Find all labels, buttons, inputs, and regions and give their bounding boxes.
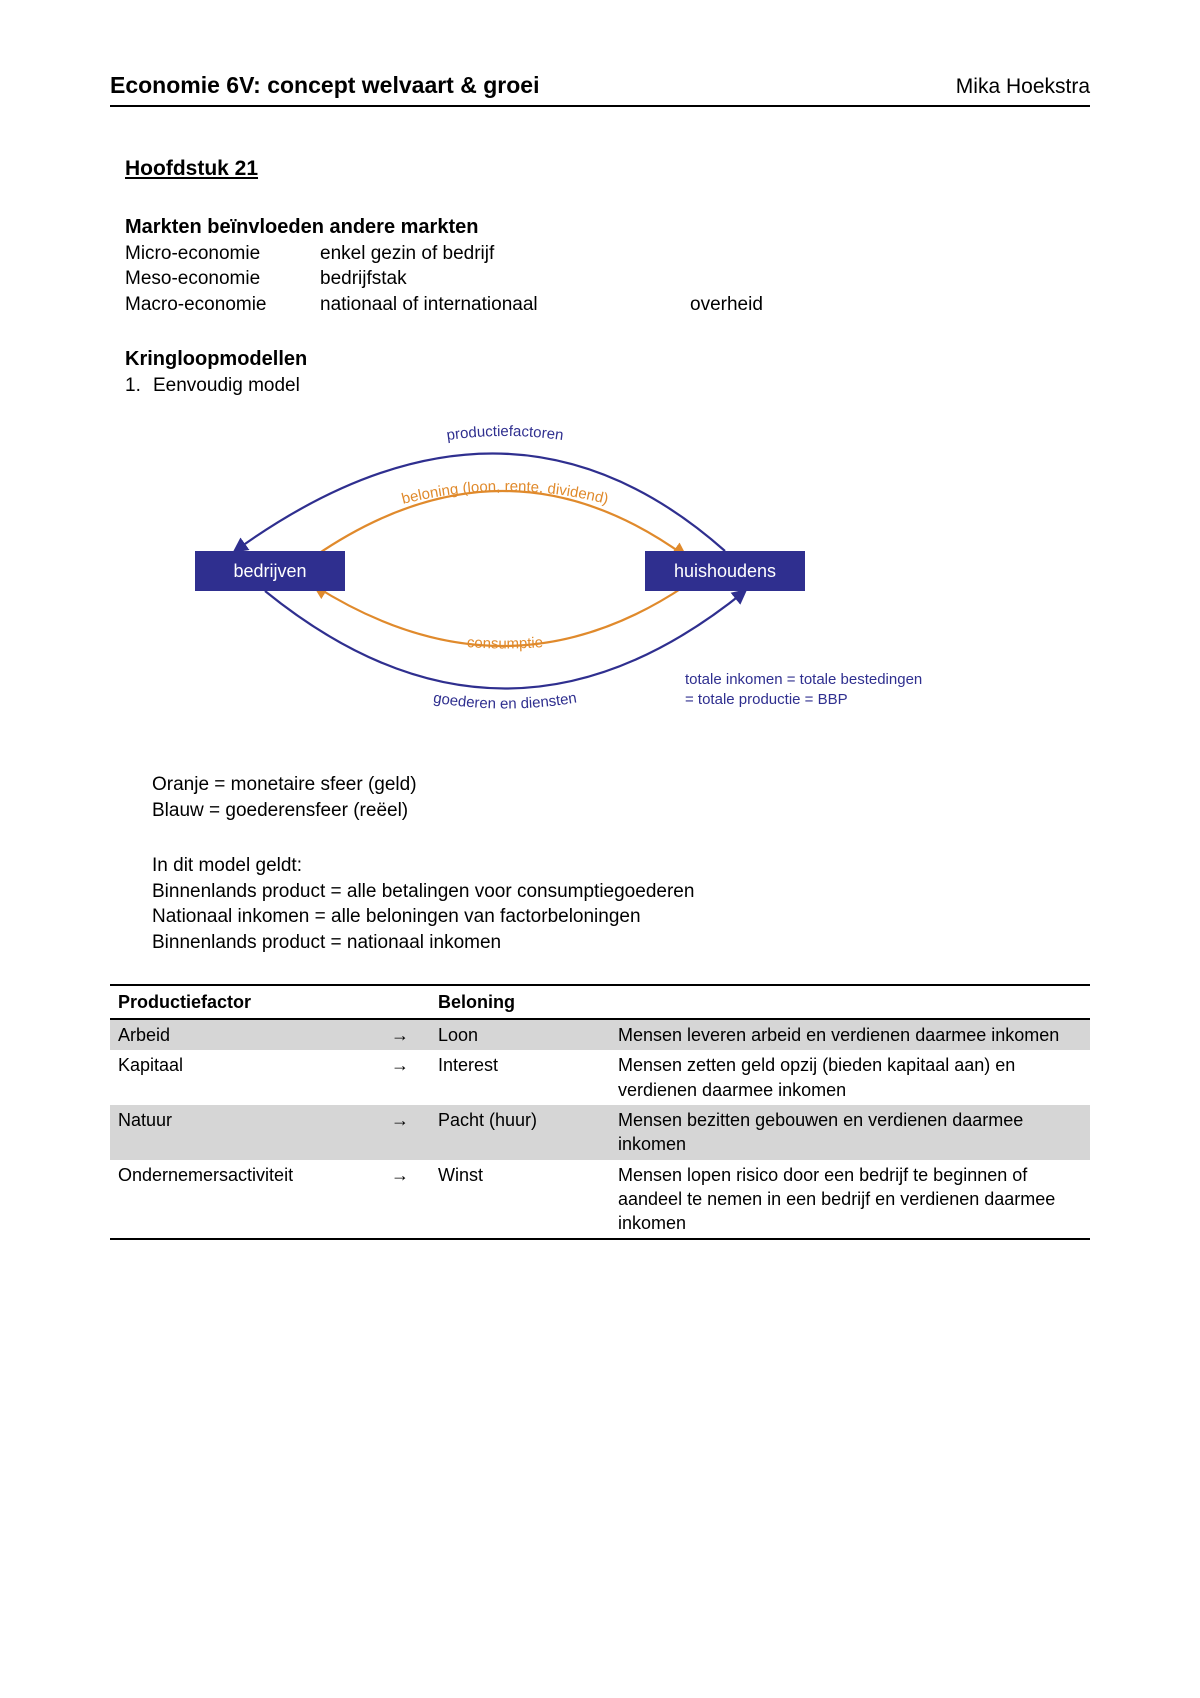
cell-desc: Mensen zetten geld opzij (bieden kapitaa…: [610, 1050, 1090, 1105]
arrow-icon: →: [370, 1019, 430, 1050]
definition-row: Micro-economie enkel gezin of bedrijf: [125, 241, 1090, 267]
cell-reward: Winst: [430, 1160, 610, 1240]
table-header: [370, 985, 430, 1019]
text-line: Binnenlands product = nationaal inkomen: [152, 930, 1090, 956]
cell-factor: Natuur: [110, 1105, 370, 1160]
circular-flow-diagram: productiefactoren beloning (loon, rente,…: [125, 406, 1090, 754]
cell-desc: Mensen lopen risico door een bedrijf te …: [610, 1160, 1090, 1240]
def-term: Macro-economie: [125, 292, 320, 318]
arrow-icon: →: [370, 1160, 430, 1240]
table-header: [610, 985, 1090, 1019]
def-desc: bedrijfstak: [320, 266, 690, 292]
page-title: Economie 6V: concept welvaart & groei: [110, 70, 539, 101]
arc-label: beloning (loon, rente, dividend): [400, 478, 610, 508]
text-line: In dit model geldt:: [152, 853, 1090, 879]
list-label: Eenvoudig model: [153, 373, 300, 399]
def-desc: enkel gezin of bedrijf: [320, 241, 690, 267]
page-header: Economie 6V: concept welvaart & groei Mi…: [110, 70, 1090, 107]
model-list: 1. Eenvoudig model: [125, 373, 1090, 399]
cell-reward: Pacht (huur): [430, 1105, 610, 1160]
node-huishoudens: huishoudens: [645, 551, 805, 591]
list-item: 1. Eenvoudig model: [125, 373, 1090, 399]
def-term: Micro-economie: [125, 241, 320, 267]
cell-desc: Mensen leveren arbeid en verdienen daarm…: [610, 1019, 1090, 1050]
table-row: Arbeid → Loon Mensen leveren arbeid en v…: [110, 1019, 1090, 1050]
legend-line: Blauw = goederensfeer (reëel): [152, 798, 1090, 824]
diagram-note-line: = totale productie = BBP: [685, 691, 848, 708]
node-label: bedrijven: [233, 561, 306, 581]
def-extra: overheid: [690, 292, 763, 318]
def-desc: nationaal of internationaal: [320, 292, 690, 318]
legend-line: Oranje = monetaire sfeer (geld): [152, 772, 1090, 798]
diagram-legend: Oranje = monetaire sfeer (geld) Blauw = …: [152, 772, 1090, 823]
cell-factor: Kapitaal: [110, 1050, 370, 1105]
definition-row: Macro-economie nationaal of internationa…: [125, 292, 1090, 318]
model-explanation: In dit model geldt: Binnenlands product …: [152, 853, 1090, 956]
def-term: Meso-economie: [125, 266, 320, 292]
definition-row: Meso-economie bedrijfstak: [125, 266, 1090, 292]
cell-reward: Interest: [430, 1050, 610, 1105]
node-label: huishoudens: [674, 561, 776, 581]
table-row: Kapitaal → Interest Mensen zetten geld o…: [110, 1050, 1090, 1105]
arc-label: productiefactoren: [445, 423, 564, 444]
text-line: Binnenlands product = alle betalingen vo…: [152, 879, 1090, 905]
chapter-heading: Hoofdstuk 21: [125, 155, 1090, 183]
table-header: Beloning: [430, 985, 610, 1019]
section-kringloop-heading: Kringloopmodellen: [125, 346, 1090, 373]
cell-reward: Loon: [430, 1019, 610, 1050]
arc-productiefactoren: [235, 454, 725, 552]
arc-label: consumptie: [466, 634, 543, 653]
arrow-icon: →: [370, 1050, 430, 1105]
node-bedrijven: bedrijven: [195, 551, 345, 591]
table-header: Productiefactor: [110, 985, 370, 1019]
diagram-note-line: totale inkomen = totale bestedingen: [685, 671, 922, 688]
cell-factor: Ondernemersactiviteit: [110, 1160, 370, 1240]
text-line: Nationaal inkomen = alle beloningen van …: [152, 904, 1090, 930]
arc-label: goederen en diensten: [432, 690, 578, 713]
productiefactor-table: Productiefactor Beloning Arbeid → Loon M…: [110, 984, 1090, 1241]
table-row: Natuur → Pacht (huur) Mensen bezitten ge…: [110, 1105, 1090, 1160]
page-author: Mika Hoekstra: [956, 73, 1090, 101]
arrow-icon: →: [370, 1105, 430, 1160]
table-row: Ondernemersactiviteit → Winst Mensen lop…: [110, 1160, 1090, 1240]
list-number: 1.: [125, 373, 153, 399]
arc-beloning: [315, 491, 685, 556]
cell-factor: Arbeid: [110, 1019, 370, 1050]
definition-list: Micro-economie enkel gezin of bedrijf Me…: [125, 241, 1090, 318]
cell-desc: Mensen bezitten gebouwen en verdienen da…: [610, 1105, 1090, 1160]
section-markets-heading: Markten beïnvloeden andere markten: [125, 214, 1090, 241]
